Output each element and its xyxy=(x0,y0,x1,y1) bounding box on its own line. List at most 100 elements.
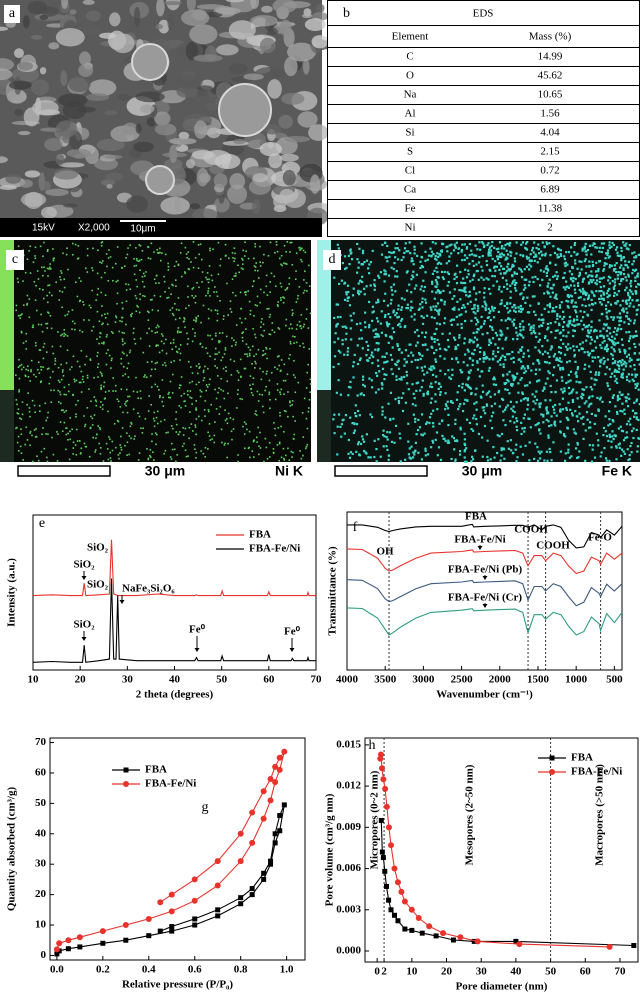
map-dot xyxy=(576,346,578,348)
map-dot xyxy=(162,379,164,381)
sem-grain xyxy=(155,24,163,29)
map-dot xyxy=(408,388,410,390)
map-dot xyxy=(115,447,117,449)
map-dot xyxy=(532,400,534,402)
map-dot xyxy=(614,350,616,352)
map-dot xyxy=(152,309,154,311)
map-dot xyxy=(611,346,613,348)
map-dot xyxy=(434,358,436,360)
y-axis-label: Transmittance (%) xyxy=(327,546,339,636)
map-dot xyxy=(138,459,140,461)
map-dot xyxy=(623,321,625,323)
map-dot xyxy=(68,384,70,386)
map-dot xyxy=(633,402,635,404)
map-dot xyxy=(545,253,547,255)
map-dot xyxy=(133,438,135,440)
map-dot xyxy=(368,324,370,326)
map-dot xyxy=(479,249,481,251)
map-dot xyxy=(137,306,139,308)
map-dot xyxy=(547,352,549,354)
map-dot xyxy=(386,321,388,323)
map-dot xyxy=(434,309,436,311)
map-dot xyxy=(516,401,518,403)
map-dot xyxy=(527,404,529,406)
map-dot xyxy=(447,339,449,341)
map-dot xyxy=(194,332,196,334)
map-dot xyxy=(66,254,68,256)
map-dot xyxy=(246,429,248,431)
sem-grain xyxy=(229,20,256,39)
map-dot xyxy=(539,457,541,459)
map-dot xyxy=(562,329,564,331)
map-dot xyxy=(464,320,466,322)
marker xyxy=(282,802,287,807)
map-dot xyxy=(513,279,515,281)
map-dot xyxy=(465,294,467,296)
map-dot xyxy=(78,277,80,279)
map-dot xyxy=(532,408,534,410)
map-dot xyxy=(299,450,301,452)
map-dot xyxy=(588,294,590,296)
map-dot xyxy=(26,404,28,406)
map-dot xyxy=(281,359,283,361)
annotation: SiO₂ xyxy=(73,559,95,571)
map-dot xyxy=(405,349,407,351)
map-dot xyxy=(428,422,430,424)
map-dot xyxy=(100,406,102,408)
map-dot xyxy=(395,379,397,381)
map-dot xyxy=(232,278,234,280)
map-dot xyxy=(198,416,200,418)
map-dot xyxy=(131,316,133,318)
map-dot xyxy=(362,384,364,386)
map-dot xyxy=(127,247,129,249)
sem-grain xyxy=(273,194,287,208)
map-dot xyxy=(209,335,211,337)
map-dot xyxy=(309,391,311,393)
map-dot xyxy=(503,448,505,450)
map-dot xyxy=(246,353,248,355)
map-dot xyxy=(493,267,495,269)
map-dot xyxy=(292,452,294,454)
map-dot xyxy=(97,366,99,368)
map-dot xyxy=(624,352,626,354)
map-dot xyxy=(483,292,485,294)
map-dot xyxy=(534,276,536,278)
map-dot xyxy=(437,256,439,258)
map-dot xyxy=(540,269,542,271)
map-dot xyxy=(255,410,257,412)
map-dot xyxy=(383,273,385,275)
map-dot xyxy=(100,333,102,335)
map-dot xyxy=(421,256,423,258)
map-dot xyxy=(296,328,298,330)
map-dot xyxy=(369,413,371,415)
map-dot xyxy=(342,343,344,345)
map-dot xyxy=(599,344,601,346)
map-dot xyxy=(456,301,458,303)
map-dot xyxy=(477,310,479,312)
map-dot xyxy=(410,291,412,293)
map-dot xyxy=(367,345,369,347)
marker xyxy=(268,776,274,782)
map-dot xyxy=(621,359,623,361)
map-dot xyxy=(306,444,308,446)
map-dot xyxy=(489,246,491,248)
map-dot xyxy=(20,315,22,317)
map-dot xyxy=(186,257,188,259)
map-dot xyxy=(391,359,393,361)
map-dot xyxy=(590,253,592,255)
map-dot xyxy=(341,423,343,425)
map-dot xyxy=(125,401,127,403)
map-dot xyxy=(498,286,500,288)
map-dot xyxy=(402,410,404,412)
marker xyxy=(381,855,386,860)
map-dot xyxy=(600,347,602,349)
map-dot xyxy=(221,442,223,444)
map-dot xyxy=(255,413,257,415)
map-dot xyxy=(427,453,429,455)
map-dot xyxy=(637,299,639,301)
marker xyxy=(409,928,414,933)
map-dot xyxy=(440,386,442,388)
map-dot xyxy=(482,255,484,257)
map-dot xyxy=(567,306,569,308)
map-dot xyxy=(288,283,290,285)
